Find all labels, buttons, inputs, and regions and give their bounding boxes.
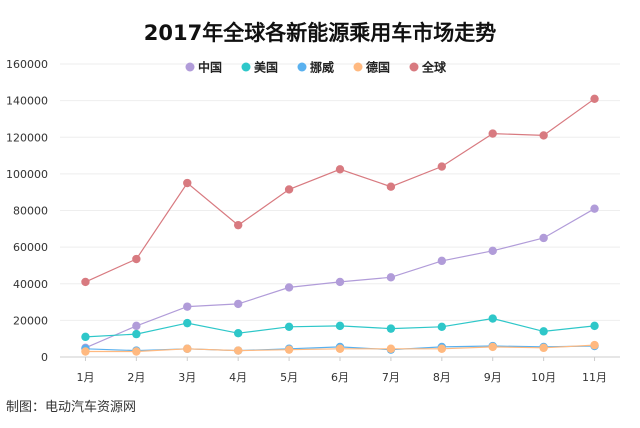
y-axis: 0 20000 40000 60000 80000 100000 120000 140000 1…	[6, 58, 48, 364]
legend-item[interactable]: 德国	[353, 60, 391, 75]
data-point	[233, 328, 243, 338]
y-tick-label: 60000	[13, 241, 48, 254]
data-point	[183, 178, 192, 188]
y-tick-label: 120000	[6, 131, 48, 144]
y-tick-label: 80000	[13, 205, 48, 218]
data-point	[437, 256, 447, 266]
x-tick-label: 7月	[382, 371, 400, 384]
legend-item[interactable]: 中国	[185, 60, 223, 75]
x-tick-label: 6月	[331, 371, 349, 384]
data-point	[183, 302, 192, 311]
y-tick-label: 100000	[6, 168, 48, 181]
data-point	[233, 220, 243, 230]
series-全球	[81, 94, 599, 287]
data-point	[590, 94, 599, 103]
series-德国	[81, 340, 599, 356]
x-tick-label: 2月	[127, 371, 145, 384]
data-point	[183, 344, 192, 353]
data-point	[81, 277, 90, 287]
x-tick-label: 4月	[229, 371, 247, 384]
legend-marker	[409, 62, 419, 72]
legend-label: 德国	[366, 60, 390, 75]
data-point	[284, 345, 294, 354]
data-point	[284, 322, 294, 331]
data-point	[81, 332, 90, 342]
y-tick-label: 140000	[6, 95, 48, 108]
y-tick-label: 0	[41, 351, 48, 364]
data-point	[335, 277, 345, 287]
data-point	[386, 324, 396, 333]
y-tick-label: 160000	[6, 58, 48, 71]
data-point	[488, 342, 497, 352]
y-tick-label: 40000	[13, 278, 48, 291]
data-point	[590, 340, 599, 350]
legend-label: 挪威	[310, 60, 334, 75]
chart-title: 2017年全球各新能源乘用车市场走势	[144, 21, 496, 45]
data-point	[386, 273, 396, 282]
x-tick-label: 11月	[582, 371, 607, 384]
data-point	[81, 347, 90, 356]
legend-item[interactable]: 美国	[241, 60, 279, 75]
legend-marker	[241, 62, 251, 72]
legend-item[interactable]: 全球	[409, 60, 448, 75]
data-point	[132, 329, 141, 339]
y-tick-label: 20000	[13, 314, 48, 327]
data-point	[233, 346, 243, 355]
data-point	[437, 344, 447, 353]
x-tick-label: 8月	[433, 371, 451, 384]
data-point	[335, 321, 345, 331]
legend-marker	[297, 62, 307, 72]
grid	[60, 63, 620, 321]
series-line	[85, 98, 595, 283]
data-point	[539, 327, 548, 336]
data-point	[233, 299, 243, 309]
data-point	[284, 185, 294, 194]
legend[interactable]: 中国 美国 挪威 德国 全球	[185, 60, 448, 75]
legend-label: 中国	[198, 60, 222, 75]
data-point	[590, 204, 599, 213]
data-point	[488, 314, 497, 323]
data-point	[284, 283, 294, 292]
data-point	[437, 322, 447, 331]
x-tick-label: 3月	[178, 371, 196, 384]
data-point	[386, 344, 396, 353]
legend-label: 全球	[421, 60, 447, 75]
series-美国	[81, 314, 599, 342]
x-tick-label: 10月	[531, 371, 556, 384]
data-point	[335, 344, 345, 353]
data-point	[437, 162, 447, 171]
data-point	[539, 343, 548, 353]
x-axis: 1月 2月 3月 4月 5月 6月 7月 8月 9月 10月 11月	[60, 356, 620, 384]
series-layer	[81, 94, 599, 356]
data-point	[539, 233, 548, 243]
data-point	[132, 254, 141, 264]
legend-label: 美国	[254, 60, 278, 75]
data-point	[386, 182, 396, 191]
legend-item[interactable]: 挪威	[297, 60, 335, 75]
x-tick-label: 1月	[76, 371, 94, 384]
data-point	[183, 318, 192, 328]
data-point	[539, 131, 548, 140]
x-tick-label: 9月	[484, 371, 502, 384]
x-tick-label: 5月	[280, 371, 298, 384]
data-point	[488, 246, 497, 255]
data-point	[590, 321, 599, 331]
data-point	[132, 347, 141, 356]
source-caption: 制图：电动汽车资源网	[6, 399, 136, 415]
legend-marker	[185, 62, 195, 72]
data-point	[335, 165, 345, 174]
data-point	[132, 321, 141, 331]
data-point	[488, 129, 497, 138]
legend-marker	[353, 62, 363, 72]
